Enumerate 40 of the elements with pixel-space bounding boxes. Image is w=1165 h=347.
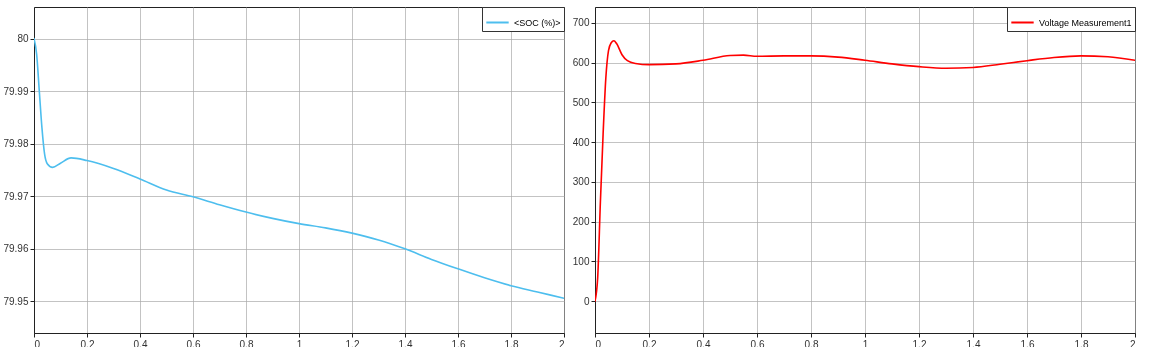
x-tick-label: 1.6: [1020, 338, 1035, 347]
x-tick-label: 0.8: [804, 338, 819, 347]
y-tick-label: 79.96: [3, 243, 29, 255]
x-tick-label: 1: [862, 338, 869, 347]
y-tick-label: 80: [17, 33, 29, 45]
y-tick-label: 79.95: [3, 295, 29, 307]
y-tick-label: 79.97: [3, 190, 29, 202]
x-tick-label: 2: [1129, 338, 1136, 347]
x-tick-label: 0.6: [750, 338, 765, 347]
legend-label: <SOC (%)>: [514, 17, 561, 28]
x-tick-label: 1.6: [451, 338, 466, 347]
y-tick-label: 79.99: [3, 85, 29, 97]
x-tick-label: 1.4: [398, 338, 413, 347]
y-tick-label: 200: [572, 216, 590, 228]
x-tick-label: 1.8: [1074, 338, 1089, 347]
x-tick-label: 0.2: [642, 338, 657, 347]
x-tick-label: 2: [558, 338, 565, 347]
y-tick-label: 400: [572, 136, 590, 148]
y-tick-label: 0: [583, 295, 590, 307]
x-tick-label: 0: [34, 338, 41, 347]
line-series: [34, 37, 564, 300]
x-tick-label: 1.2: [345, 338, 360, 347]
y-tick-label: 100: [572, 255, 590, 267]
line-series: [595, 39, 1135, 302]
x-tick-label: 0.2: [80, 338, 95, 347]
x-tick-label: 0.6: [186, 338, 201, 347]
y-tick-label: 79.98: [3, 138, 29, 150]
x-tick-label: 0: [595, 338, 602, 347]
y-tick-label: 300: [572, 176, 590, 188]
y-tick-label: 600: [572, 57, 590, 69]
y-tick-label: 700: [572, 17, 590, 29]
y-tick-label: 500: [572, 96, 590, 108]
x-tick-label: 1.4: [966, 338, 981, 347]
x-tick-label: 1: [296, 338, 303, 347]
x-tick-label: 1.2: [912, 338, 927, 347]
legend-label: Voltage Measurement1: [1039, 17, 1132, 28]
x-tick-label: 1.8: [504, 338, 519, 347]
x-tick-label: 0.4: [133, 338, 148, 347]
x-tick-label: 0.8: [239, 338, 254, 347]
x-tick-label: 0.4: [696, 338, 711, 347]
